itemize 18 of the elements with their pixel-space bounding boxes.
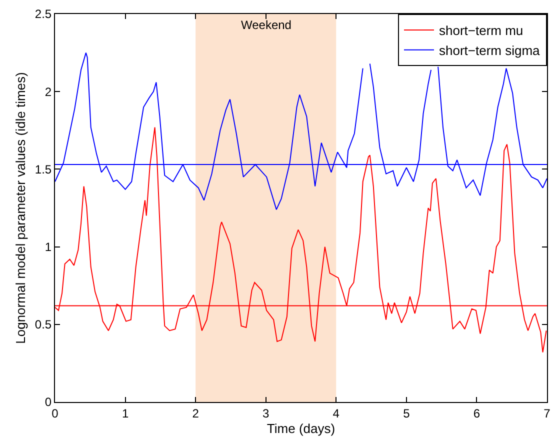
y-tick-label: 2.5 [34,7,52,22]
band-label: Weekend [241,18,292,32]
legend-label: short−term mu [439,23,524,38]
y-tick-label: 1 [44,240,52,254]
x-tick-label: 2 [192,406,200,420]
x-axis-title: Time (days) [266,421,336,436]
x-tick-label: 1 [122,406,129,420]
x-tick-label: 7 [544,406,551,420]
y-axis-title: Lognormal model parameter values (idle times) [12,72,28,344]
x-tick-label: 4 [332,406,340,420]
x-tick-label: 5 [403,406,410,420]
x-tick-label: 3 [262,406,270,420]
y-tick-label: 1.5 [34,162,52,176]
legend-label: short−term sigma [439,42,541,58]
y-tick-label: 0 [44,395,52,410]
y-tick-label: 2 [44,84,52,99]
y-tick-label: 0.5 [34,318,52,332]
x-tick-label: 6 [473,406,480,420]
